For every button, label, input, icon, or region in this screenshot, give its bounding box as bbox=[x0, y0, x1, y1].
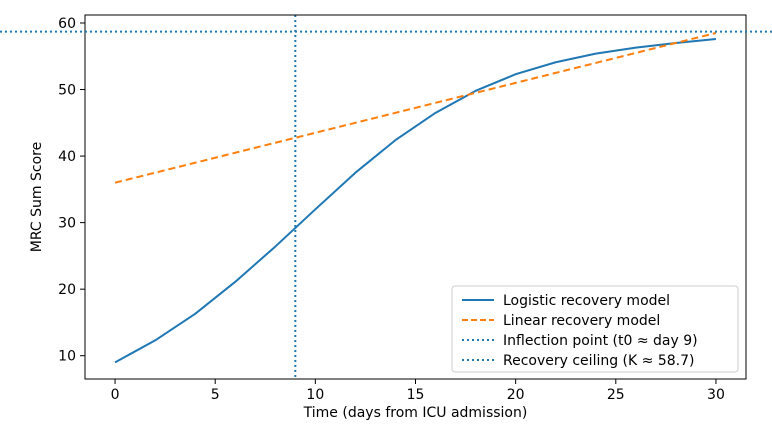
y-tick-label: 40 bbox=[58, 149, 76, 165]
y-tick-label: 10 bbox=[58, 349, 76, 365]
y-tick-label: 60 bbox=[58, 16, 76, 32]
y-tick-label: 20 bbox=[58, 282, 76, 298]
y-tick-label: 50 bbox=[58, 83, 76, 99]
legend-label-ceiling: Recovery ceiling (K ≈ 58.7) bbox=[503, 353, 694, 369]
y-axis: 10 20 30 40 50 60 bbox=[58, 16, 85, 365]
x-tick-label: 25 bbox=[607, 387, 625, 403]
x-tick-label: 15 bbox=[407, 387, 425, 403]
x-axis: 0 5 10 15 20 25 30 bbox=[111, 379, 725, 403]
legend-label-inflection: Inflection point (t0 ≈ day 9) bbox=[503, 333, 698, 349]
plot-area bbox=[114, 15, 717, 379]
legend: Logistic recovery model Linear recovery … bbox=[451, 285, 739, 373]
x-axis-label: Time (days from ICU admission) bbox=[303, 405, 528, 421]
y-axis-label: MRC Sum Score bbox=[29, 142, 45, 252]
series-line-logistic bbox=[114, 37, 717, 364]
x-tick-label: 10 bbox=[306, 387, 324, 403]
series-line-linear bbox=[114, 31, 717, 184]
x-tick-label: 20 bbox=[507, 387, 525, 403]
legend-label-linear: Linear recovery model bbox=[503, 313, 660, 329]
legend-label-logistic: Logistic recovery model bbox=[503, 293, 670, 309]
y-tick-label: 30 bbox=[58, 216, 76, 232]
legend-box bbox=[451, 285, 739, 373]
x-tick-label: 5 bbox=[211, 387, 220, 403]
x-tick-label: 30 bbox=[707, 387, 725, 403]
x-tick-label: 0 bbox=[111, 387, 120, 403]
